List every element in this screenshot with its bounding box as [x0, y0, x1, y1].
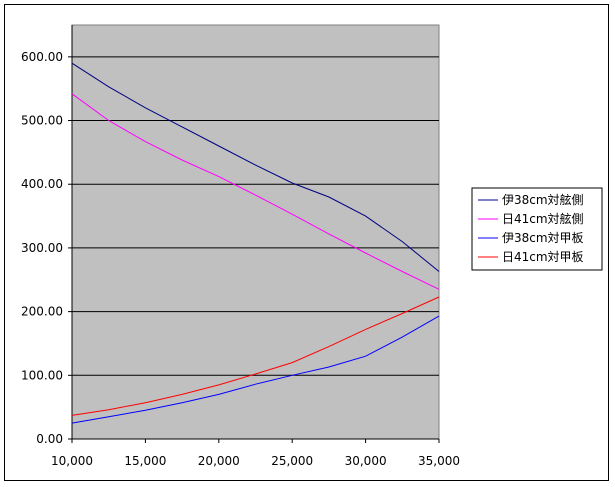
y-tick-label: 100.00	[21, 368, 63, 382]
x-tick-label: 25,000	[271, 454, 313, 468]
legend-entry: 伊38cm対舷側	[502, 192, 584, 207]
legend-entry: 日41cm対甲板	[502, 250, 584, 264]
x-tick-label: 35,000	[418, 454, 460, 468]
y-tick-label: 200.00	[21, 305, 63, 319]
grid-lines	[71, 25, 439, 440]
x-tick-label: 20,000	[198, 454, 240, 468]
series-line-3	[71, 315, 440, 424]
x-tick-label: 30,000	[345, 454, 387, 468]
series-line-1	[71, 62, 440, 272]
y-tick-label: 400.00	[21, 177, 63, 191]
series-lines	[71, 62, 440, 424]
x-tick-label: 10,000	[51, 454, 93, 468]
y-tick-label: 600.00	[21, 50, 63, 64]
y-tick-label: 0.00	[36, 432, 63, 446]
x-axis-tick-labels: 10,000 15,000 20,000 25,000 30,000 35,000	[51, 454, 460, 468]
legend-entry: 伊38cm対甲板	[502, 231, 584, 245]
legend-box	[471, 187, 603, 271]
series-line-2	[71, 93, 440, 290]
series-line-4	[71, 296, 440, 416]
legend-entry: 日41cm対舷側	[502, 211, 584, 226]
plot-area	[71, 24, 440, 440]
y-axis-tick-labels: 0.00 100.00 200.00 300.00 400.00 500.00 600.00	[21, 50, 72, 446]
y-tick-label: 300.00	[21, 241, 63, 255]
y-tick-label: 500.00	[21, 114, 63, 128]
x-axis-tick-marks	[71, 439, 440, 443]
x-tick-label: 15,000	[124, 454, 166, 468]
